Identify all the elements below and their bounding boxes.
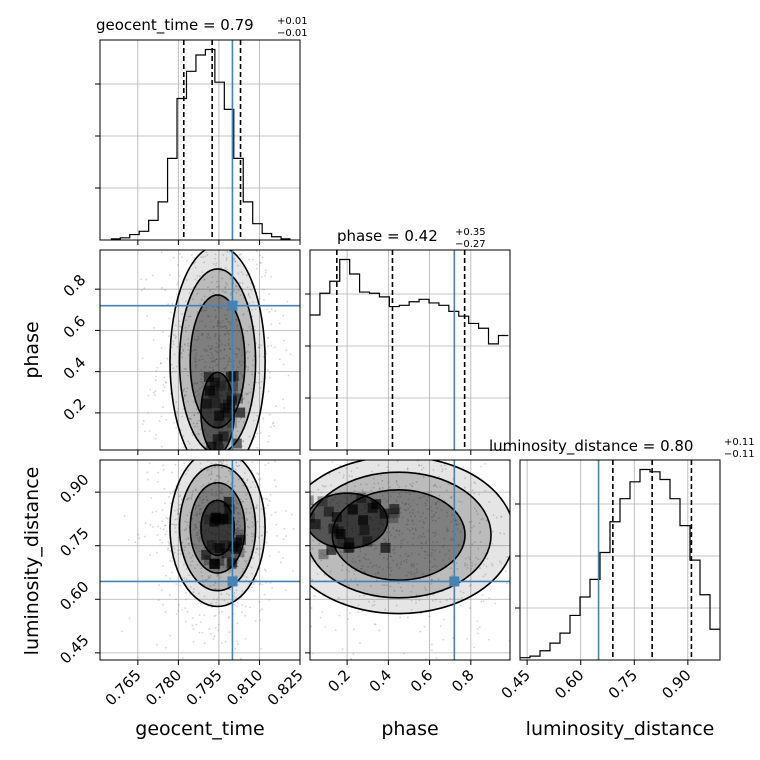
title-phase-minus: −0.27 — [455, 239, 486, 250]
contour-1 — [178, 268, 257, 450]
xtick-label-geocent_time-0: 0.765 — [102, 666, 145, 709]
contour-0 — [169, 460, 266, 608]
title-geocent-time-main: geocent_time — [96, 16, 198, 35]
xtick-label-phase-3: 0.8 — [448, 666, 478, 696]
ytick-label-phase-2: 0.6 — [60, 312, 90, 342]
contour-1 — [178, 464, 257, 592]
contour-3 — [310, 492, 389, 550]
xtick-label-geocent_time-2: 0.795 — [183, 666, 226, 709]
density-panel-geocent_time-phase — [95, 250, 301, 455]
density-panel-phase-luminosity_distance — [305, 460, 510, 665]
contour-3 — [200, 371, 236, 450]
xlabel-phase: phase — [381, 718, 438, 740]
ytick-label-luminosity_distance-1: 0.60 — [56, 578, 92, 614]
xtick-label-phase-2: 0.6 — [407, 666, 437, 696]
title-luminosity-distance-plus: +0.11 — [724, 437, 755, 448]
contour-3 — [200, 499, 236, 557]
xtick-label-luminosity_distance-3: 0.90 — [658, 666, 694, 702]
xtick-label-geocent_time-3: 0.810 — [223, 666, 266, 709]
title-geocent-time-plus: +0.01 — [277, 16, 308, 27]
xtick-label-geocent_time-1: 0.780 — [142, 666, 185, 709]
title-phase-median: 0.42 — [404, 227, 437, 245]
title-geocent-time-minus: −0.01 — [277, 28, 308, 39]
title-phase: phase = 0.42 — [337, 227, 438, 245]
title-luminosity-distance: luminosity_distance = 0.80 — [489, 437, 693, 456]
xtick-label-phase-0: 0.2 — [324, 666, 354, 696]
contour-2 — [189, 294, 246, 429]
xtick-label-phase-1: 0.4 — [366, 666, 396, 696]
ytick-label-luminosity_distance-2: 0.75 — [56, 524, 92, 560]
ytick-label-phase-1: 0.4 — [60, 353, 90, 383]
xtick-label-luminosity_distance-0: 0.45 — [498, 666, 534, 702]
contour-0 — [169, 250, 266, 450]
ytick-label-phase-3: 0.8 — [60, 271, 90, 301]
density-panel-geocent_time-luminosity_distance — [95, 460, 301, 665]
xlabel-geocent-time: geocent_time — [135, 718, 264, 740]
hist-panel-geocent_time — [95, 40, 301, 245]
ytick-label-luminosity_distance-3: 0.90 — [56, 470, 92, 506]
xtick-label-luminosity_distance-2: 0.75 — [605, 666, 641, 702]
density-frame-phase-luminosity_distance — [309, 459, 511, 661]
truth-marker-phase-luminosity_distance — [449, 576, 460, 587]
xtick-label-geocent_time-4: 0.825 — [264, 666, 307, 709]
title-phase-plus: +0.35 — [455, 227, 486, 238]
title-geocent-time-median: 0.79 — [220, 16, 253, 34]
title-luminosity-distance-median: 0.80 — [660, 437, 693, 455]
ylabel-phase: phase — [21, 321, 43, 378]
title-luminosity-distance-main: luminosity_distance — [489, 437, 638, 456]
hist-frame-luminosity_distance — [519, 459, 721, 661]
density-fill-0 — [170, 250, 266, 450]
hist-frame-geocent_time — [99, 39, 301, 241]
hist-panel-phase — [305, 250, 510, 455]
hist-line-phase — [310, 258, 509, 345]
hist-line-luminosity_distance — [520, 468, 720, 659]
truth-marker-geocent_time-luminosity_distance — [227, 576, 238, 587]
hist-line-geocent_time — [110, 48, 291, 240]
title-phase-main: phase — [337, 227, 382, 245]
title-luminosity-distance-minus: −0.11 — [724, 449, 755, 460]
truth-marker-geocent_time-phase — [227, 300, 238, 311]
contour-0 — [310, 460, 510, 615]
density-frame-geocent_time-luminosity_distance — [99, 459, 301, 661]
xtick-label-luminosity_distance-1: 0.60 — [551, 666, 587, 702]
contour-1 — [310, 471, 492, 599]
density-frame-geocent_time-phase — [99, 249, 301, 451]
hist-panel-luminosity_distance — [515, 460, 720, 665]
ylabel-luminosity-distance: luminosity_distance — [21, 467, 43, 656]
ytick-label-phase-0: 0.2 — [60, 395, 90, 425]
contour-2 — [331, 489, 466, 581]
contour-2 — [189, 481, 246, 574]
xlabel-luminosity-distance: luminosity_distance — [526, 718, 715, 740]
hist-frame-phase — [309, 249, 511, 451]
title-geocent-time: geocent_time = 0.79 — [96, 16, 254, 35]
ytick-label-luminosity_distance-0: 0.45 — [56, 631, 92, 667]
